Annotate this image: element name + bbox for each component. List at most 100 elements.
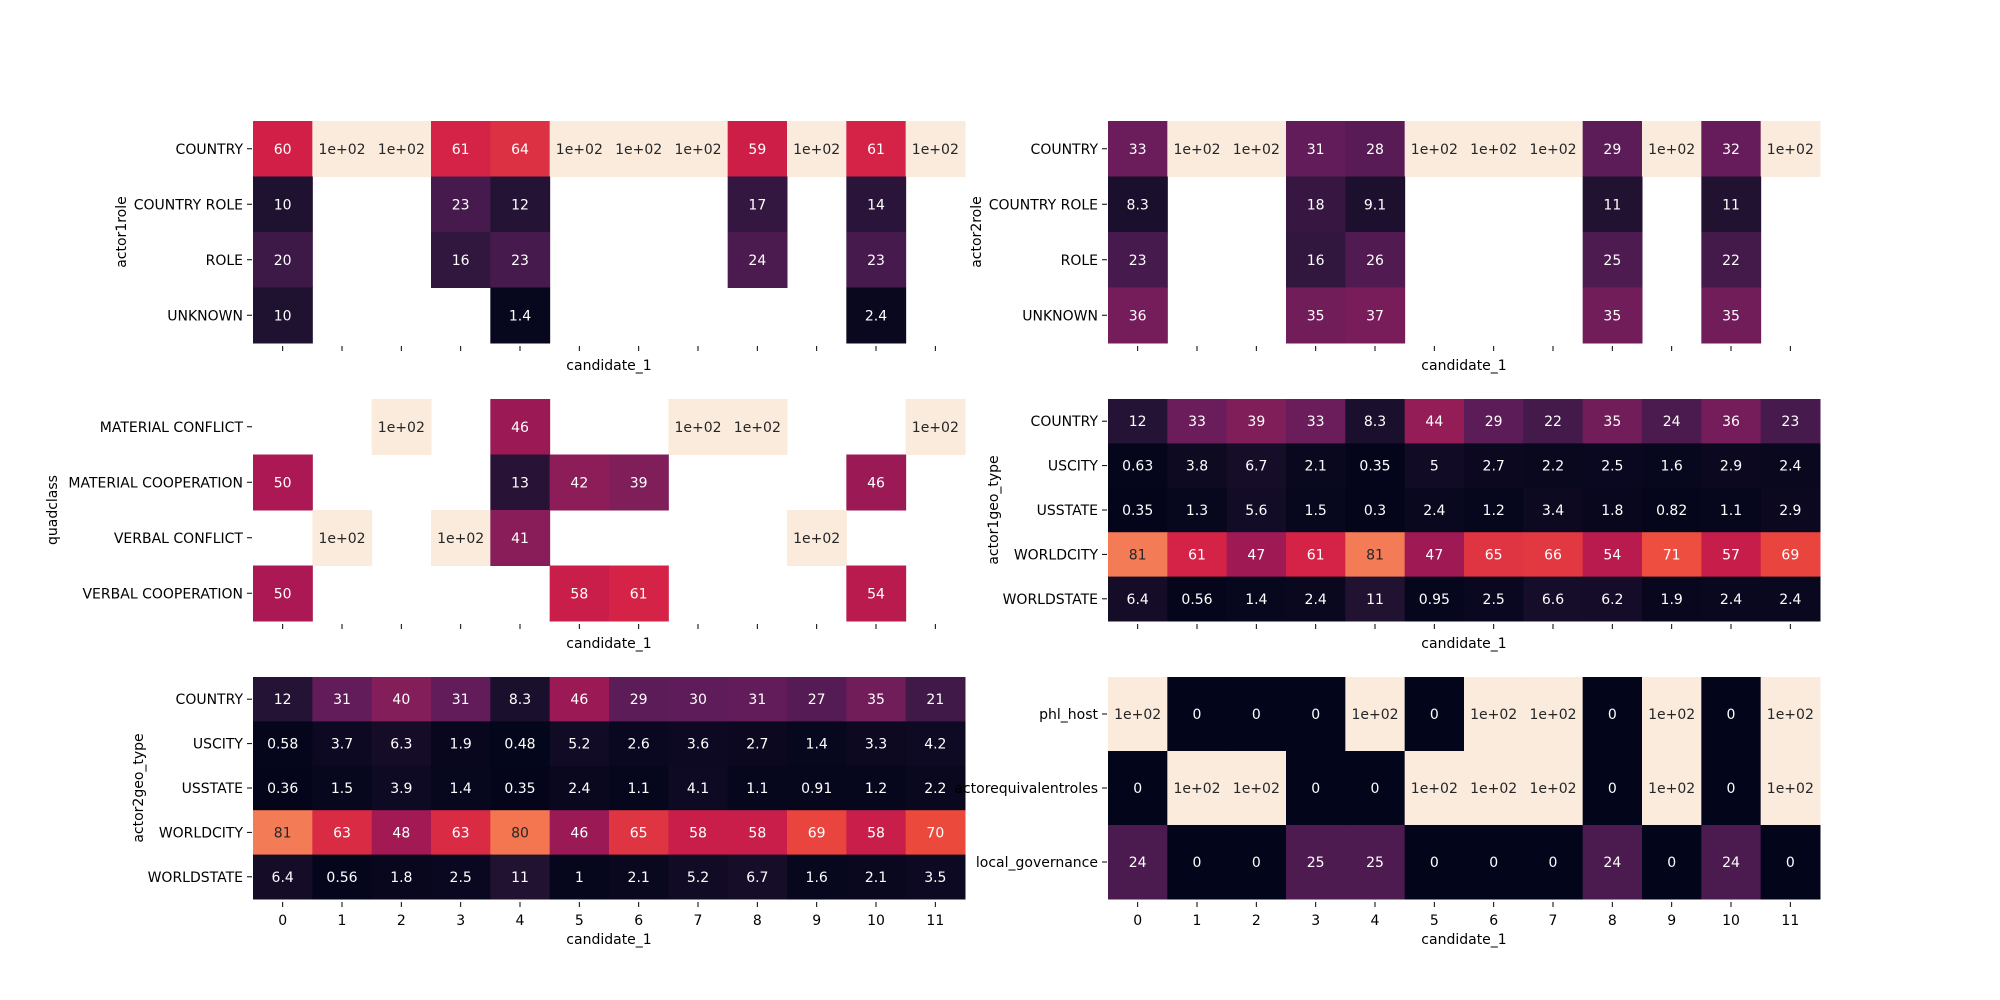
cell-annotation: 1e+02 [1648,707,1695,723]
heatmap-cell [905,721,966,767]
cell-annotation: 47 [1247,547,1265,563]
heatmap-panel-1: 60 1e+02 1e+02 61 64 1e+02 1e+02 1e+02 59 1e+02 61… [114,121,966,374]
cell-annotation: 35 [1307,308,1325,324]
heatmap-cell [1345,825,1406,900]
cell-annotation: 16 [452,253,470,269]
cell-annotation: 46 [570,825,588,841]
cell-annotation: 1e+02 [1648,781,1695,797]
heatmap-cell [787,721,847,767]
cell-annotation: 2.5 [1601,459,1623,475]
y-tick-label: actorequivalentroles [954,781,1098,797]
heatmap-cell [1582,677,1643,752]
heatmap-cell [1464,443,1524,489]
heatmap-cell [1404,677,1465,752]
heatmap-cell [431,854,491,900]
cell-annotation: 46 [867,475,885,491]
cell-annotation: 33 [1307,414,1325,430]
cell-annotation: 1e+02 [1411,781,1458,797]
heatmap-cell [490,854,551,900]
cell-annotation: 1.8 [390,870,412,886]
heatmap-cell [1701,176,1762,233]
heatmap-cell [609,677,669,722]
cell-annotation: 0 [1727,707,1736,723]
x-axis-label: candidate_1 [566,358,651,374]
heatmap-cell [1464,399,1524,444]
y-tick-label: local_governance [976,855,1098,871]
heatmap-cell [490,121,551,177]
cell-annotation: 1e+02 [1114,707,1161,723]
cell-annotation: 0.48 [504,737,535,753]
heatmap-cell [1286,176,1346,233]
heatmap-cell [1286,487,1346,533]
heatmap-cell [1523,443,1584,489]
heatmap-cell [1404,443,1465,489]
heatmap-cell [549,565,610,622]
heatmap-cell [1108,443,1168,489]
cell-annotation: 1e+02 [1470,142,1517,158]
heatmap-cell [431,765,491,811]
heatmap-cell [312,510,373,566]
heatmap-cell [1286,287,1346,344]
heatmap-cell [1760,399,1821,444]
heatmap-cell [609,721,669,767]
cell-annotation: 61 [630,586,648,602]
cell-annotation: 54 [1603,547,1621,563]
cell-annotation: 2.2 [924,781,946,797]
heatmap-cell [431,510,491,566]
heatmap-cell [371,677,432,722]
cell-annotation: 0.35 [1359,459,1390,475]
heatmap-cell [1167,576,1228,622]
cell-annotation: 65 [630,825,648,841]
cell-annotation: 16 [1307,253,1325,269]
cell-annotation: 69 [1781,547,1799,563]
cell-annotation: 64 [511,142,529,158]
heatmap-cell [549,121,610,177]
x-tick-label: 0 [278,913,287,929]
cell-annotation: 2.4 [1779,592,1801,608]
heatmap-cell [1167,677,1228,752]
heatmap-cell [609,854,669,900]
cell-annotation: 25 [1366,855,1384,871]
cell-annotation: 81 [274,825,292,841]
cell-annotation: 1.2 [865,781,887,797]
heatmap-cell [787,765,847,811]
heatmap-cell [1642,677,1702,752]
cell-annotation: 1e+02 [437,531,484,547]
cell-annotation: 31 [333,692,351,708]
heatmap-cell [668,677,729,722]
cell-annotation: 25 [1603,253,1621,269]
cell-annotation: 29 [630,692,648,708]
heatmap-cell [1523,487,1584,533]
cell-annotation: 1.1 [746,781,768,797]
heatmap-cell [1345,751,1406,826]
cell-annotation: 5.2 [687,870,709,886]
cell-annotation: 1e+02 [1470,781,1517,797]
cell-annotation: 0 [1667,855,1676,871]
heatmap-cell [1108,287,1168,344]
cell-annotation: 1e+02 [793,531,840,547]
cell-annotation: 3.5 [924,870,946,886]
heatmap-cell [668,765,729,811]
heatmap-cell [1286,576,1346,622]
heatmap-cell [1642,487,1702,533]
cell-annotation: 0.35 [504,781,535,797]
heatmap-cell [1701,576,1762,622]
cell-annotation: 1e+02 [1767,707,1814,723]
heatmap-cell [1108,825,1168,900]
y-tick-label: USSTATE [1037,503,1098,519]
heatmap-cell [905,854,966,900]
heatmap-cell [727,121,788,177]
heatmap-cell [431,176,491,233]
cell-annotation: 33 [1188,414,1206,430]
heatmap-cell [1701,487,1762,533]
heatmap-cell [1701,532,1762,578]
cell-annotation: 1e+02 [1351,707,1398,723]
heatmap-cell [668,121,729,177]
x-axis-label: candidate_1 [1421,636,1506,652]
cell-annotation: 61 [452,142,470,158]
cell-annotation: 50 [274,475,292,491]
cell-annotation: 0 [1786,855,1795,871]
heatmap-cell [1286,825,1346,900]
cell-annotation: 6.7 [1245,459,1267,475]
heatmap-cell [787,810,847,856]
